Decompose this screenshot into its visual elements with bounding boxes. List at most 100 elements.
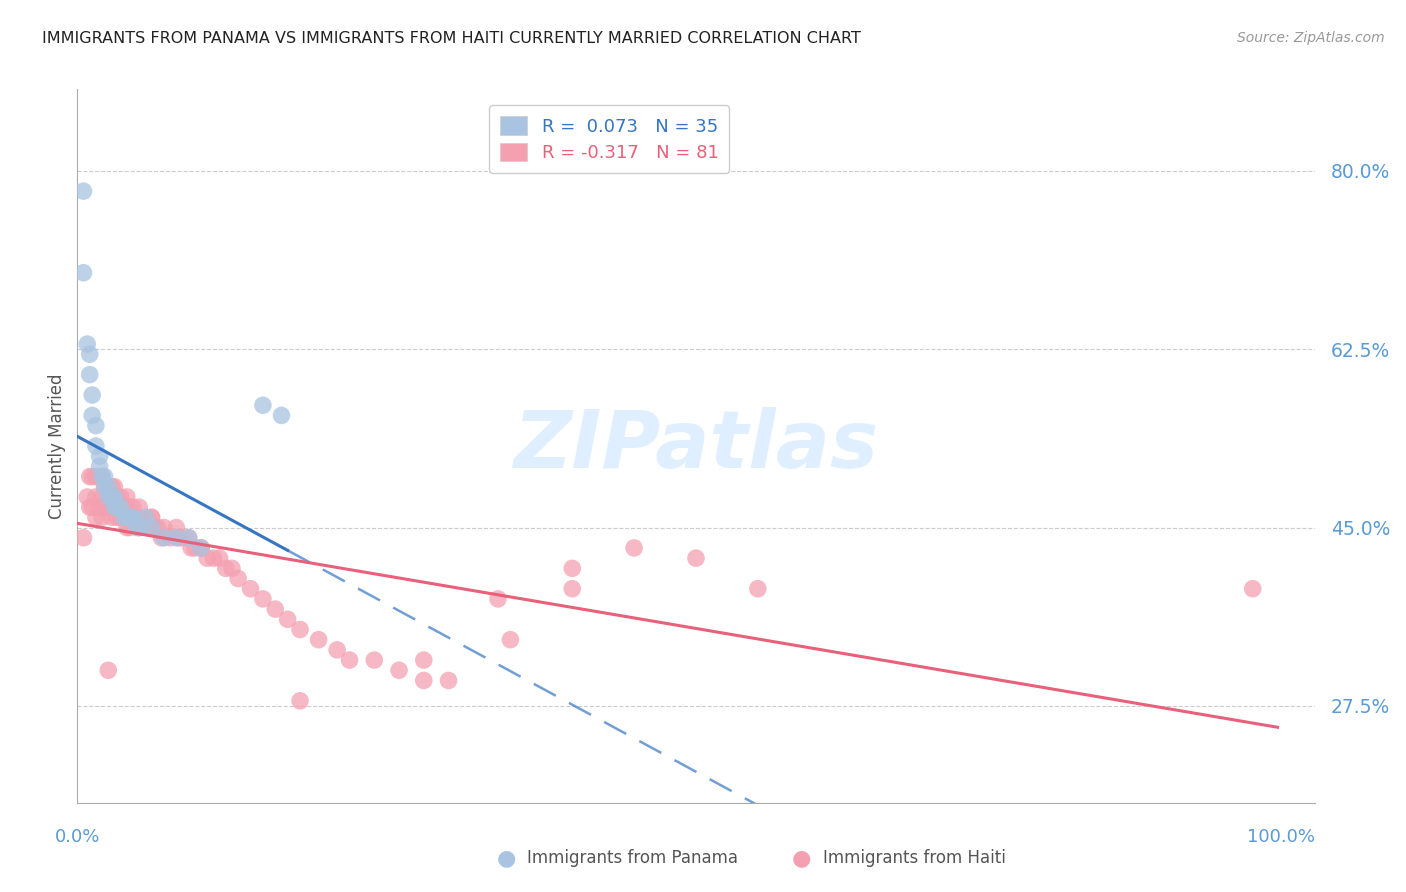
Point [150,531,173,545]
Point [270,409,292,423]
Point [84,490,107,504]
Point [412,673,434,688]
Point [103,500,125,515]
Point [91,469,114,483]
Point [190,541,212,555]
Point [115,510,138,524]
Point [105,510,128,524]
Point [143,520,166,534]
Point [339,653,361,667]
Point [180,541,202,555]
Point [82,388,104,402]
Point [277,612,299,626]
Point [177,531,200,545]
Point [79,347,101,361]
Point [76,490,98,504]
Point [122,510,145,524]
Point [184,541,207,555]
Point [84,510,107,524]
Point [93,500,115,515]
Point [118,500,141,515]
Point [128,520,150,534]
Point [82,469,104,483]
Point [89,500,111,515]
Point [79,469,101,483]
Point [215,561,238,575]
Point [128,500,150,515]
Text: Source: ZipAtlas.com: Source: ZipAtlas.com [1237,31,1385,45]
Point [326,643,349,657]
Point [159,531,181,545]
Text: Immigrants from Haiti: Immigrants from Haiti [823,849,1005,867]
Point [561,561,583,575]
Point [499,632,522,647]
Point [97,663,120,677]
Point [72,266,94,280]
Point [91,490,114,504]
Point [141,510,163,524]
Point [93,480,115,494]
Point [97,500,120,515]
Point [110,510,132,524]
Point [288,694,311,708]
Point [288,623,311,637]
Point [125,510,148,524]
Point [79,368,101,382]
Point [115,490,138,504]
Point [221,561,243,575]
Point [747,582,769,596]
Point [264,602,287,616]
Point [226,572,249,586]
Point [93,469,115,483]
Point [561,582,583,596]
Point [76,337,98,351]
Y-axis label: Currently Married: Currently Married [48,373,66,519]
Point [101,510,124,524]
Point [101,490,124,504]
Point [103,490,125,504]
Point [138,520,160,534]
Text: 0.0%: 0.0% [55,829,100,847]
Point [118,520,141,534]
Point [177,531,200,545]
Point [412,653,434,667]
Point [202,551,225,566]
Point [110,490,132,504]
Point [89,459,111,474]
Point [103,480,125,494]
Point [115,520,138,534]
Point [165,531,187,545]
Point [363,653,385,667]
Point [89,449,111,463]
Point [91,469,114,483]
Text: 100.0%: 100.0% [1247,829,1315,847]
Point [112,500,135,515]
Point [252,591,274,606]
Point [91,510,114,524]
Legend: R =  0.073   N = 35, R = -0.317   N = 81: R = 0.073 N = 35, R = -0.317 N = 81 [489,105,730,173]
Point [84,418,107,433]
Point [112,510,135,524]
Text: ZIPatlas: ZIPatlas [513,407,879,485]
Point [134,510,156,524]
Point [141,510,163,524]
Text: ●: ● [496,848,516,868]
Point [1241,582,1264,596]
Point [486,591,509,606]
Point [97,490,120,504]
Point [190,541,212,555]
Point [97,480,120,494]
Point [172,531,194,545]
Point [97,480,120,494]
Point [128,520,150,534]
Point [141,520,163,534]
Point [308,632,330,647]
Point [72,184,94,198]
Point [208,551,231,566]
Point [101,480,124,494]
Point [153,520,176,534]
Point [118,510,141,524]
Point [685,551,707,566]
Text: ●: ● [792,848,811,868]
Point [84,469,107,483]
